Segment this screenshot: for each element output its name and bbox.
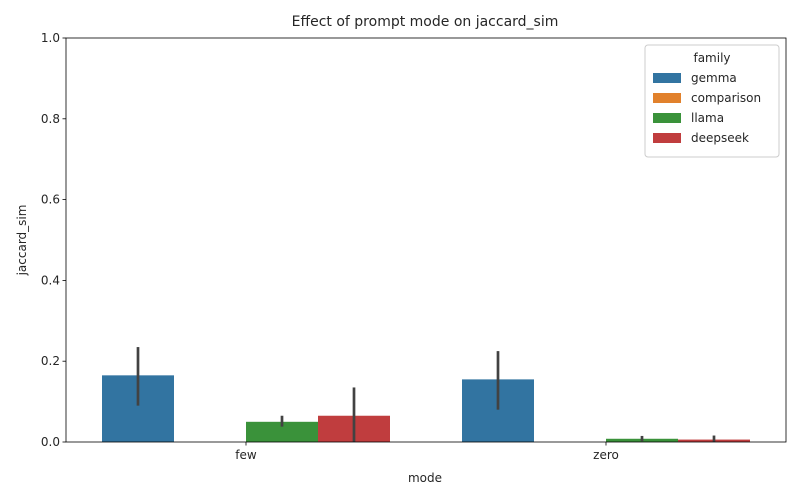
legend-swatch-comparison bbox=[653, 93, 681, 103]
legend-swatch-llama bbox=[653, 113, 681, 123]
x-tick-label: zero bbox=[593, 448, 619, 462]
y-tick-label: 0.0 bbox=[41, 435, 60, 449]
y-tick-label: 0.4 bbox=[41, 273, 60, 287]
legend-label-comparison: comparison bbox=[691, 91, 761, 105]
y-tick-label: 0.2 bbox=[41, 354, 60, 368]
plot-frame bbox=[65, 37, 787, 443]
bars-layer bbox=[102, 375, 750, 442]
y-tick-label: 1.0 bbox=[41, 31, 60, 45]
legend-label-llama: llama bbox=[691, 111, 724, 125]
bar-llama-few bbox=[246, 421, 318, 442]
legend-swatch-gemma bbox=[653, 73, 681, 83]
chart-title: Effect of prompt mode on jaccard_sim bbox=[292, 14, 559, 30]
legend-label-gemma: gemma bbox=[691, 71, 737, 85]
y-tick-label: 0.8 bbox=[41, 112, 60, 126]
error-bars-layer bbox=[136, 347, 716, 442]
y-axis-title: jaccard_sim bbox=[15, 205, 29, 277]
legend-swatch-deepseek bbox=[653, 133, 681, 143]
legend: family gemma comparison llama deepseek bbox=[644, 44, 780, 158]
legend-title: family bbox=[693, 51, 730, 65]
x-tick-label: few bbox=[235, 448, 257, 462]
x-axis-title: mode bbox=[408, 471, 442, 485]
axes-layer: 0.0 0.2 0.4 0.6 0.8 1.0 few zero bbox=[41, 31, 787, 462]
legend-label-deepseek: deepseek bbox=[691, 131, 749, 145]
y-tick-label: 0.6 bbox=[41, 193, 60, 207]
